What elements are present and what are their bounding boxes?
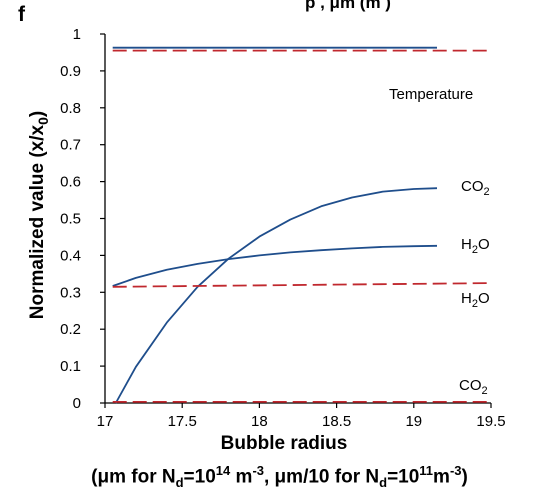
y-tick-label: 0.5 bbox=[60, 211, 81, 228]
series-line-3 bbox=[112, 244, 438, 287]
series-line-5 bbox=[112, 282, 492, 288]
label-co2-reference: CO2 bbox=[459, 377, 488, 397]
x-tick-label: 17.5 bbox=[168, 413, 197, 430]
y-tick-label: 1 bbox=[73, 26, 81, 43]
y-tick-label: 0.6 bbox=[60, 174, 81, 191]
series-labels: Temperature CO2 H2O H2O CO2 bbox=[389, 86, 490, 397]
y-ticks: 0 0.1 0.2 0.3 0.4 0.5 0.6 0.7 0.8 0.9 1 bbox=[60, 26, 105, 412]
x-ticks: 17 17.5 18 18.5 19 19.5 bbox=[97, 403, 506, 430]
y-tick-label: 0 bbox=[73, 395, 81, 412]
x-tick-label: 17 bbox=[97, 413, 114, 430]
label-co2-model: CO2 bbox=[461, 178, 490, 198]
panel-letter: f bbox=[18, 3, 26, 26]
label-h2o-model: H2O bbox=[461, 236, 490, 256]
cutoff-title: p , μm (m ) bbox=[305, 0, 391, 12]
y-tick-label: 0.3 bbox=[60, 284, 81, 301]
y-axis-label: Normalized value (x/x0) bbox=[27, 111, 51, 319]
x-tick-label: 18.5 bbox=[322, 413, 351, 430]
label-h2o-reference: H2O bbox=[461, 290, 490, 310]
y-tick-label: 0.1 bbox=[60, 358, 81, 375]
y-tick-label: 0.9 bbox=[60, 63, 81, 80]
x-tick-label: 19 bbox=[405, 413, 422, 430]
series-line-4 bbox=[115, 187, 438, 404]
label-temperature: Temperature bbox=[389, 86, 473, 103]
x-tick-label: 18 bbox=[251, 413, 268, 430]
x-tick-label: 19.5 bbox=[476, 413, 505, 430]
x-axis-label: Bubble radius bbox=[221, 433, 348, 454]
y-tick-label: 0.4 bbox=[60, 247, 81, 264]
series-group bbox=[112, 46, 492, 404]
y-tick-label: 0.2 bbox=[60, 321, 81, 338]
y-tick-label: 0.8 bbox=[60, 100, 81, 117]
x-axis-caption: (μm for Nd=1014 m-3, μm/10 for Nd=1011m-… bbox=[91, 463, 468, 491]
y-tick-label: 0.7 bbox=[60, 137, 81, 154]
